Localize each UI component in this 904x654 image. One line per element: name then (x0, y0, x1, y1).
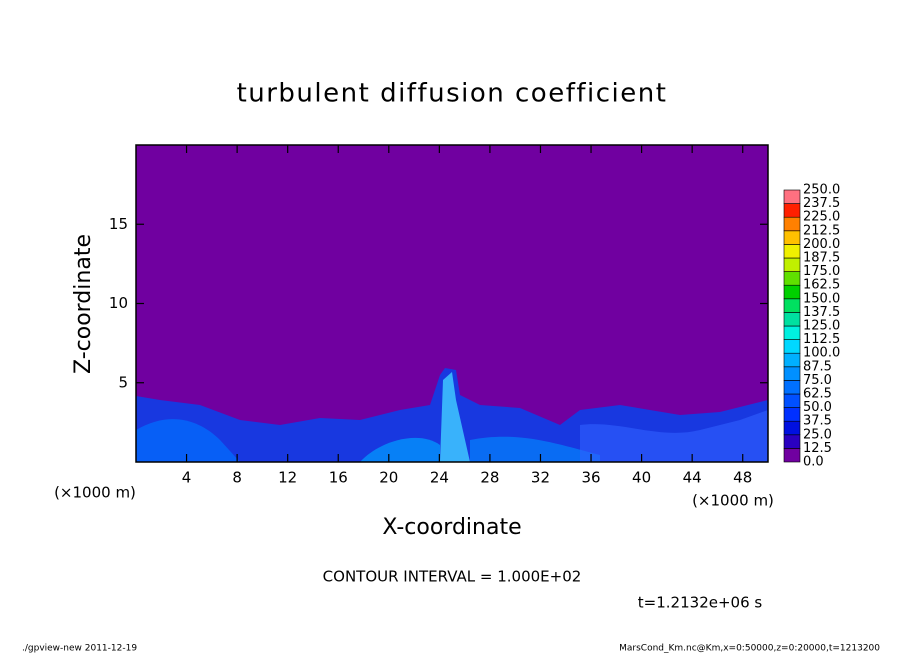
y-unit: (×1000 m) (54, 484, 136, 502)
footer: ./gpview-new 2011-12-19 (22, 644, 137, 654)
colorbar-label: 150.0 (803, 291, 840, 306)
colorbar-label: 187.5 (803, 251, 840, 266)
colorbar-segment (783, 284, 801, 300)
colorbar-label: 112.5 (803, 332, 840, 347)
x-unit: (×1000 m) (692, 492, 774, 510)
y-tick-label: 15 (109, 215, 128, 233)
colorbar-segment (783, 244, 801, 259)
y-tick-label: 5 (118, 373, 128, 391)
colorbar-segment (783, 271, 801, 286)
x-tick-label: 20 (379, 469, 398, 487)
x-axis-label: X-coordinate (382, 515, 521, 540)
colorbar-label: 212.5 (803, 223, 840, 238)
field (136, 145, 768, 462)
x-tick-label: 44 (683, 469, 702, 487)
colorbar-label: 225.0 (803, 210, 840, 225)
x-tick-label: 24 (430, 469, 449, 487)
annotation: CONTOUR INTERVAL = 1.000E+02 (323, 568, 582, 586)
x-tick-label: 28 (480, 469, 499, 487)
colorbar-segment (783, 407, 801, 422)
footer: MarsCond_Km.nc@Km,x=0:50000,z=0:20000,t=… (619, 644, 880, 654)
colorbar-label: 100.0 (803, 346, 840, 361)
chart-title: turbulent diffusion coefficient (237, 79, 668, 109)
colorbar-label: 125.0 (803, 319, 840, 334)
field-region (440, 372, 470, 462)
colorbar-segment (783, 420, 801, 436)
colorbar-label: 175.0 (803, 264, 840, 279)
colorbar-label: 0.0 (803, 455, 824, 470)
colorbar-label: 12.5 (803, 441, 832, 456)
colorbar-label: 50.0 (803, 400, 832, 415)
colorbar-segment (783, 339, 801, 354)
colorbar-segment (783, 189, 801, 204)
colorbar-segment (783, 393, 801, 408)
colorbar-segment (783, 312, 801, 327)
field-region (360, 437, 440, 462)
annotation: t=1.2132e+06 s (638, 594, 763, 612)
colorbar-segment (783, 257, 801, 272)
colorbar-segment (783, 380, 801, 395)
colorbar-label: 237.5 (803, 196, 840, 211)
colorbar-label: 37.5 (803, 414, 832, 429)
colorbar-label: 25.0 (803, 427, 832, 442)
colorbar-label: 162.5 (803, 278, 840, 293)
y-tick-label: 10 (109, 294, 128, 312)
colorbar-label: 87.5 (803, 359, 832, 374)
colorbar-segment (783, 448, 801, 463)
colorbar-label: 200.0 (803, 237, 840, 252)
colorbar-segment (783, 434, 801, 449)
colorbar-label: 250.0 (803, 183, 840, 198)
x-tick-label: 4 (182, 469, 192, 487)
x-tick-label: 8 (232, 469, 242, 487)
x-tick-label: 48 (733, 469, 752, 487)
colorbar-label: 137.5 (803, 305, 840, 320)
colorbar-segment (783, 298, 801, 313)
colorbar-segment (783, 325, 801, 340)
colorbar-label: 62.5 (803, 387, 832, 402)
x-tick-label: 16 (329, 469, 348, 487)
colorbar-label: 75.0 (803, 373, 832, 388)
x-tick-label: 36 (581, 469, 600, 487)
colorbar-segment (783, 366, 801, 381)
x-tick-label: 12 (278, 469, 297, 487)
colorbar-segment (783, 230, 801, 245)
colorbar-segment (783, 203, 801, 218)
field-region (470, 436, 600, 462)
x-tick-label: 32 (531, 469, 550, 487)
colorbar-segment (783, 352, 801, 368)
colorbar-segment (783, 216, 801, 232)
field-region (136, 419, 240, 462)
x-tick-label: 40 (632, 469, 651, 487)
y-axis-label: Z-coordinate (71, 234, 96, 374)
field-region (580, 410, 768, 462)
